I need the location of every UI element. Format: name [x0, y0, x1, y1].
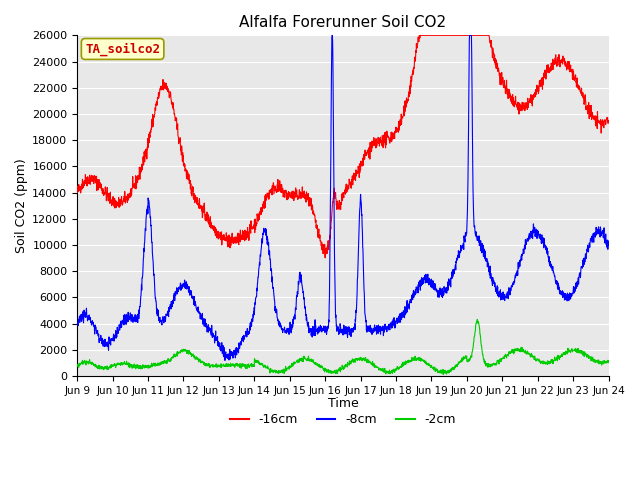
X-axis label: Time: Time — [328, 397, 358, 410]
Text: TA_soilco2: TA_soilco2 — [85, 42, 160, 56]
Title: Alfalfa Forerunner Soil CO2: Alfalfa Forerunner Soil CO2 — [239, 15, 447, 30]
Legend: -16cm, -8cm, -2cm: -16cm, -8cm, -2cm — [225, 408, 461, 431]
Y-axis label: Soil CO2 (ppm): Soil CO2 (ppm) — [15, 158, 28, 253]
